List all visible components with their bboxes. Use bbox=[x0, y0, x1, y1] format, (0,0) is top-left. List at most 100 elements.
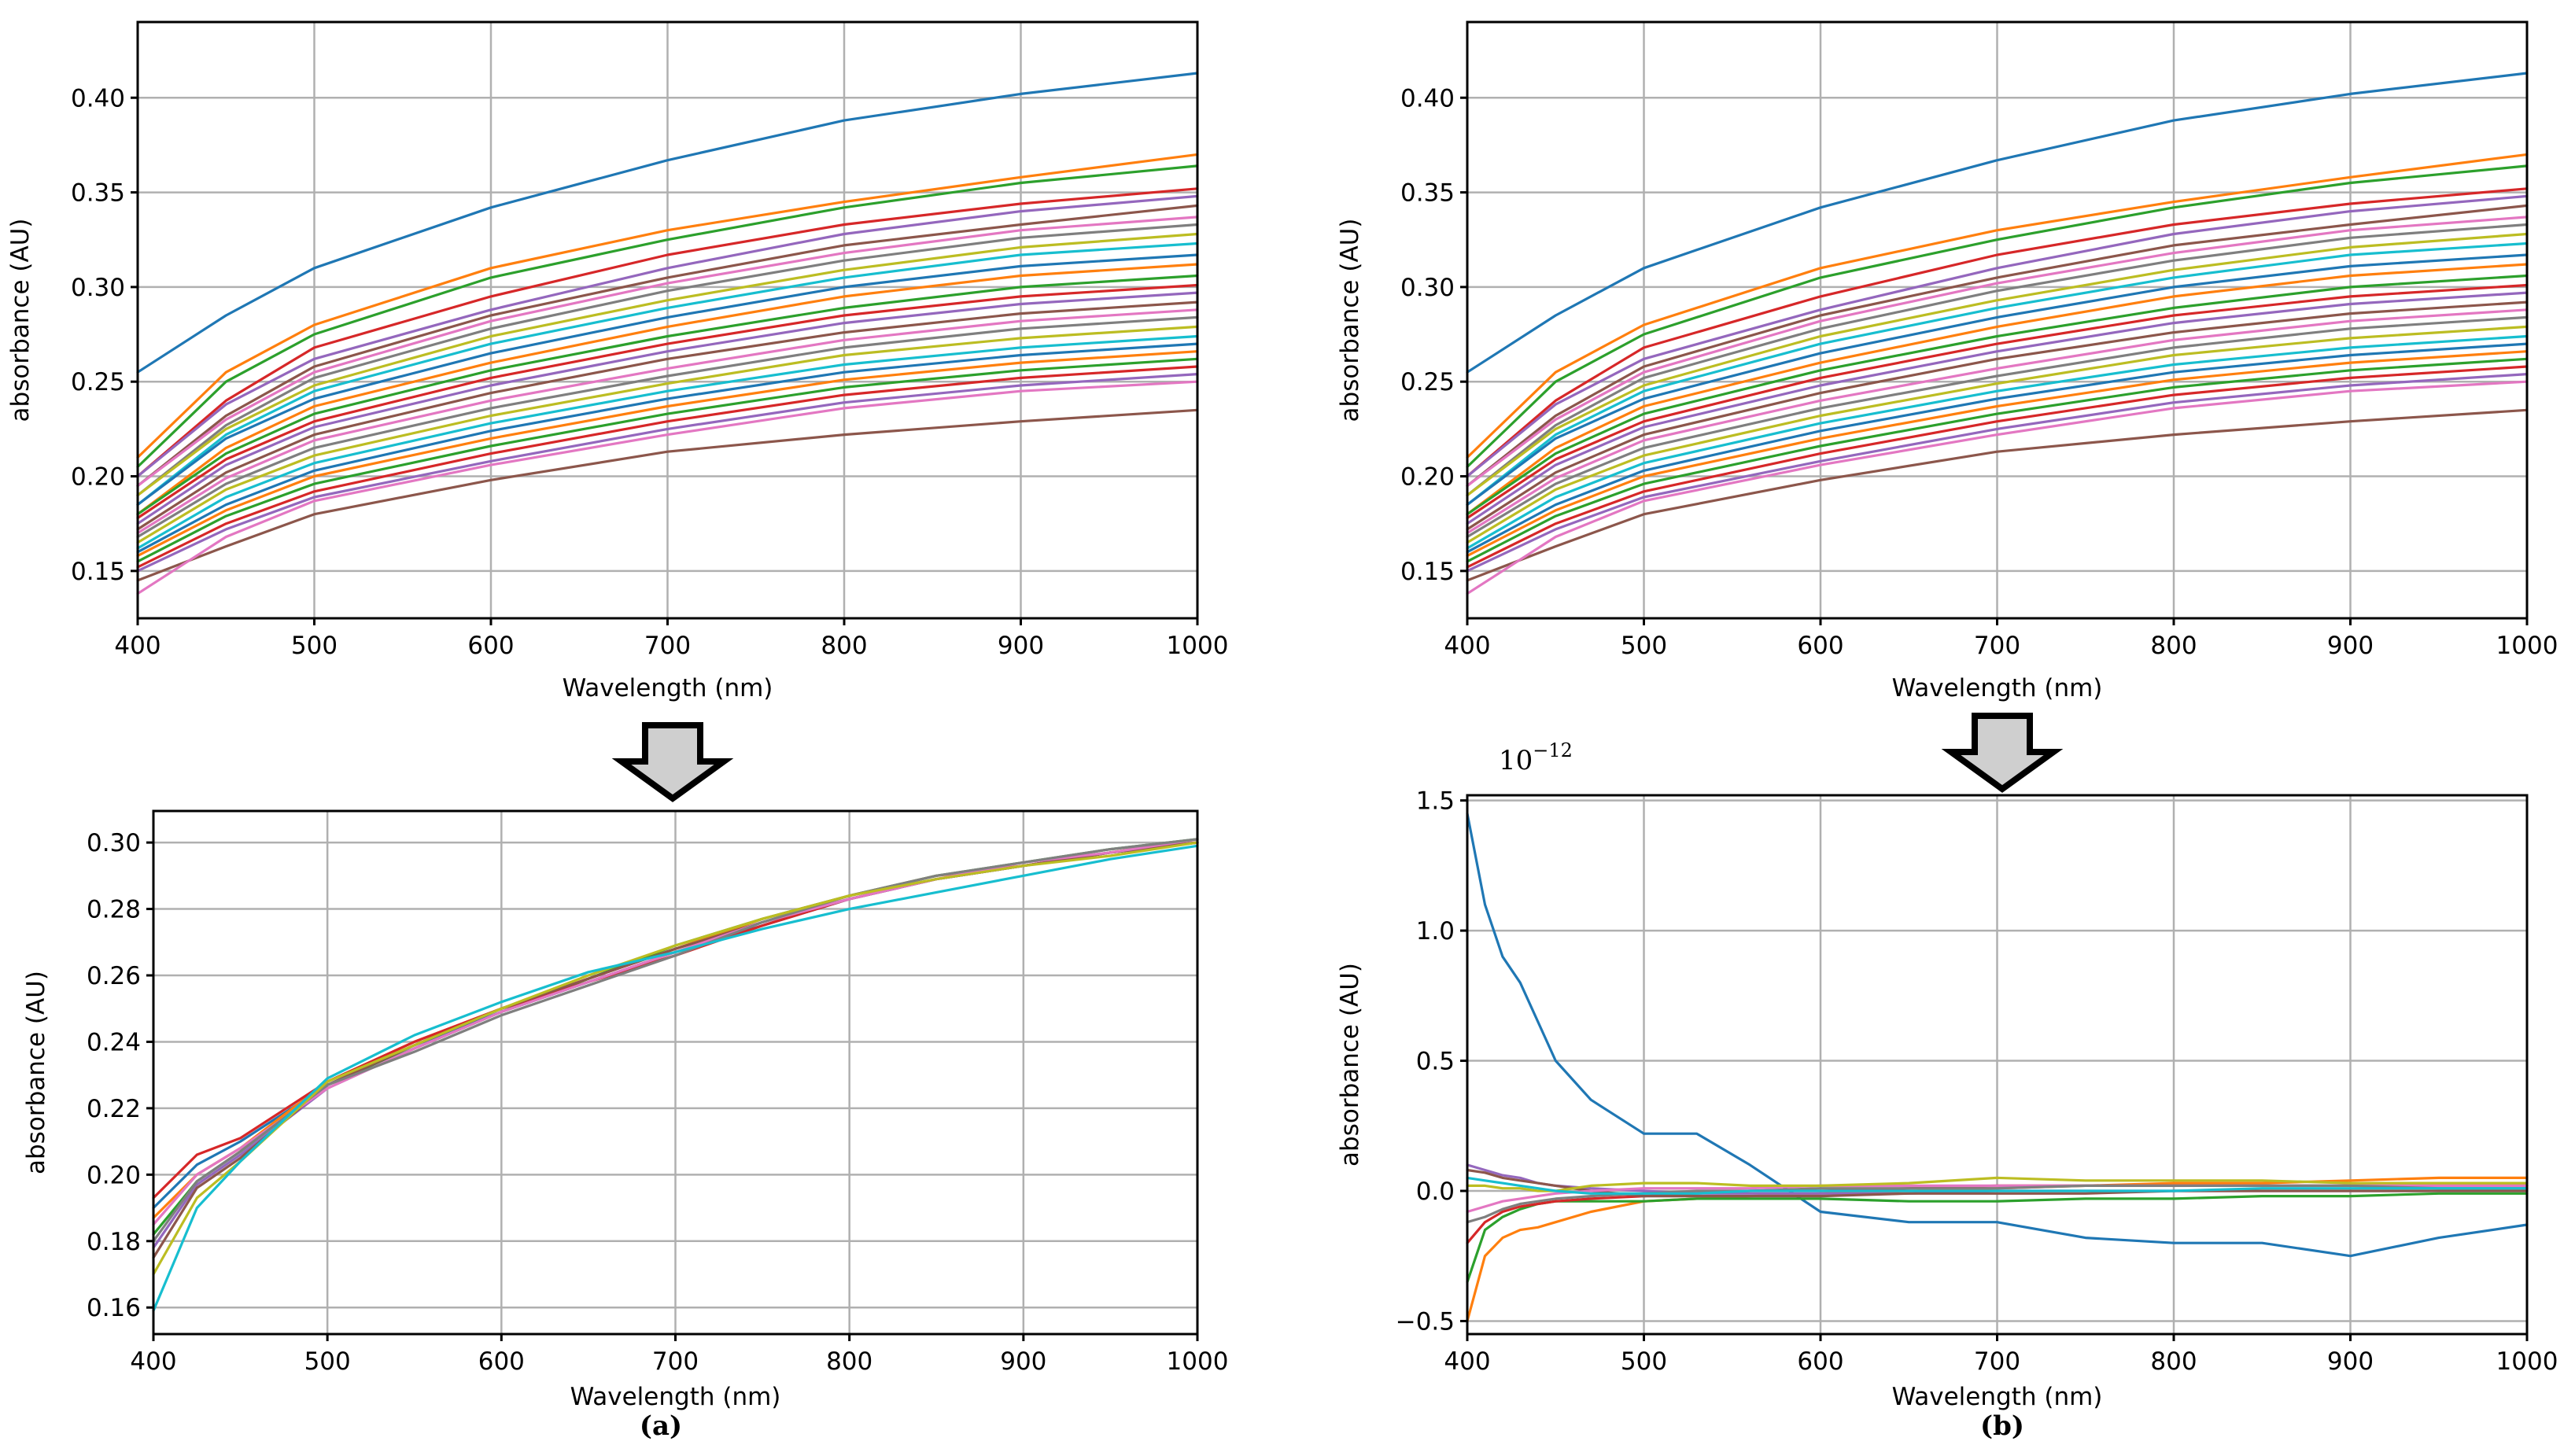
plot-frame bbox=[1466, 794, 2529, 1336]
x-tick-label: 400 bbox=[130, 1347, 176, 1376]
offset-text: 10−12 bbox=[1499, 739, 1573, 776]
series-line bbox=[136, 342, 1199, 554]
series-line bbox=[136, 216, 1199, 488]
y-tick-label: 0.5 bbox=[1416, 1048, 1455, 1076]
series-line bbox=[1466, 1192, 2529, 1284]
series-line bbox=[136, 241, 1199, 507]
x-axis-label: Wavelength (nm) bbox=[563, 674, 773, 702]
series-line bbox=[1466, 164, 2529, 469]
plot-frame bbox=[136, 20, 1199, 620]
x-tick-label: 900 bbox=[2327, 1347, 2374, 1376]
x-tick-label: 800 bbox=[821, 632, 867, 660]
y-axis-label: absorbance (AU) bbox=[1336, 963, 1364, 1167]
x-tick-label: 800 bbox=[2150, 632, 2197, 660]
x-tick-label: 800 bbox=[826, 1347, 872, 1376]
series-line bbox=[1466, 187, 2529, 478]
series-line bbox=[1466, 153, 2529, 459]
series-line bbox=[1466, 223, 2529, 497]
series-line bbox=[1466, 365, 2529, 569]
series-line bbox=[1466, 204, 2529, 488]
y-tick-label: 1.0 bbox=[1416, 917, 1455, 945]
offset-exponent: −12 bbox=[1533, 739, 1573, 761]
series-line bbox=[1466, 216, 2529, 488]
x-tick-label: 600 bbox=[478, 1347, 525, 1376]
series-line bbox=[136, 274, 1199, 516]
series-line bbox=[136, 253, 1199, 507]
ticks: 400 500 600 700 800 900 1000 0.15 0.20 0.25 0.30 0.… bbox=[1400, 84, 2558, 660]
y-tick-label: 0.20 bbox=[71, 463, 125, 492]
y-axis-label: absorbance (AU) bbox=[22, 971, 50, 1174]
x-tick-label: 700 bbox=[1974, 632, 2020, 660]
y-tick-label: 0.15 bbox=[71, 558, 125, 586]
series-line bbox=[1466, 342, 2529, 554]
series-line bbox=[136, 300, 1199, 531]
y-tick-label: 0.16 bbox=[87, 1294, 141, 1322]
series-line bbox=[1466, 325, 2529, 544]
x-axis-label: Wavelength (nm) bbox=[570, 1383, 781, 1411]
x-tick-label: 700 bbox=[644, 632, 691, 660]
series-line bbox=[136, 350, 1199, 558]
y-tick-label: 0.30 bbox=[1400, 274, 1455, 302]
x-tick-label: 1000 bbox=[2496, 1347, 2558, 1376]
x-tick-label: 600 bbox=[1797, 1347, 1843, 1376]
chart-top-left: 400 500 600 700 800 900 1000 0.15 0.20 0.25 0.30 0.… bbox=[6, 20, 1228, 702]
series-line bbox=[1466, 72, 2529, 374]
ticks: 400 500 600 700 800 900 1000 0.15 0.20 0.25 0.30 0.… bbox=[71, 84, 1228, 660]
x-axis-label: Wavelength (nm) bbox=[1892, 674, 2103, 702]
series-lines bbox=[136, 72, 1199, 595]
series-line bbox=[1466, 1168, 2529, 1198]
series-line bbox=[1466, 194, 2529, 478]
series-line bbox=[136, 204, 1199, 488]
down-arrow-right-icon bbox=[1941, 713, 2064, 793]
series-line bbox=[1466, 350, 2529, 558]
series-line bbox=[1466, 1176, 2529, 1195]
caption-a: (a) bbox=[640, 1410, 682, 1442]
offset-base: 10 bbox=[1499, 745, 1533, 776]
series-line bbox=[136, 334, 1199, 550]
series-line bbox=[1466, 241, 2529, 507]
series-line bbox=[1466, 300, 2529, 531]
series-line bbox=[1466, 812, 2529, 1258]
x-tick-label: 900 bbox=[2327, 632, 2374, 660]
y-tick-label: 0.40 bbox=[1400, 84, 1455, 112]
series-line bbox=[136, 263, 1199, 516]
x-tick-label: 500 bbox=[291, 632, 338, 660]
ticks: 400 500 600 700 800 900 1000 0.16 0.18 0.20 0.22 0.… bbox=[87, 829, 1228, 1376]
series-line bbox=[136, 283, 1199, 520]
x-tick-label: 400 bbox=[1444, 1347, 1490, 1376]
series-line bbox=[1466, 283, 2529, 520]
x-tick-label: 400 bbox=[1444, 632, 1490, 660]
x-tick-label: 1000 bbox=[1167, 632, 1229, 660]
y-tick-label: 0.20 bbox=[87, 1161, 141, 1189]
y-axis-label: absorbance (AU) bbox=[1336, 219, 1364, 422]
chart-bottom-right: 400 500 600 700 800 900 1000 −0.5 0.0 0.5 1.0 1.5 W… bbox=[1336, 787, 2558, 1411]
series-line bbox=[152, 838, 1199, 1243]
series-line bbox=[136, 153, 1199, 459]
x-tick-label: 700 bbox=[1974, 1347, 2020, 1376]
y-tick-label: −0.5 bbox=[1396, 1307, 1455, 1336]
caption-b: (b) bbox=[1980, 1410, 2024, 1442]
series-line bbox=[1466, 408, 2529, 582]
chart-bottom-left: 400 500 600 700 800 900 1000 0.16 0.18 0.20 0.22 0.… bbox=[22, 809, 1228, 1411]
y-tick-label: 0.35 bbox=[1400, 179, 1455, 208]
series-line bbox=[1466, 1176, 2529, 1192]
y-tick-label: 0.25 bbox=[1400, 368, 1455, 396]
gridlines bbox=[152, 811, 1199, 1334]
y-tick-label: 0.25 bbox=[71, 368, 125, 396]
x-tick-label: 1000 bbox=[2496, 632, 2558, 660]
series-line bbox=[136, 291, 1199, 525]
series-line bbox=[1466, 274, 2529, 516]
x-tick-label: 500 bbox=[304, 1347, 351, 1376]
series-line bbox=[136, 164, 1199, 469]
series-line bbox=[1466, 291, 2529, 525]
y-tick-label: 0.0 bbox=[1416, 1178, 1455, 1206]
y-tick-label: 0.24 bbox=[87, 1028, 141, 1056]
x-axis-label: Wavelength (nm) bbox=[1892, 1383, 2103, 1411]
series-line bbox=[136, 232, 1199, 497]
x-tick-label: 800 bbox=[2150, 1347, 2197, 1376]
y-tick-label: 0.28 bbox=[87, 896, 141, 924]
series-line bbox=[136, 72, 1199, 374]
y-tick-label: 0.30 bbox=[87, 829, 141, 857]
chart-top-right: 400 500 600 700 800 900 1000 0.15 0.20 0.25 0.30 0.… bbox=[1336, 20, 2558, 702]
y-tick-label: 0.18 bbox=[87, 1228, 141, 1256]
